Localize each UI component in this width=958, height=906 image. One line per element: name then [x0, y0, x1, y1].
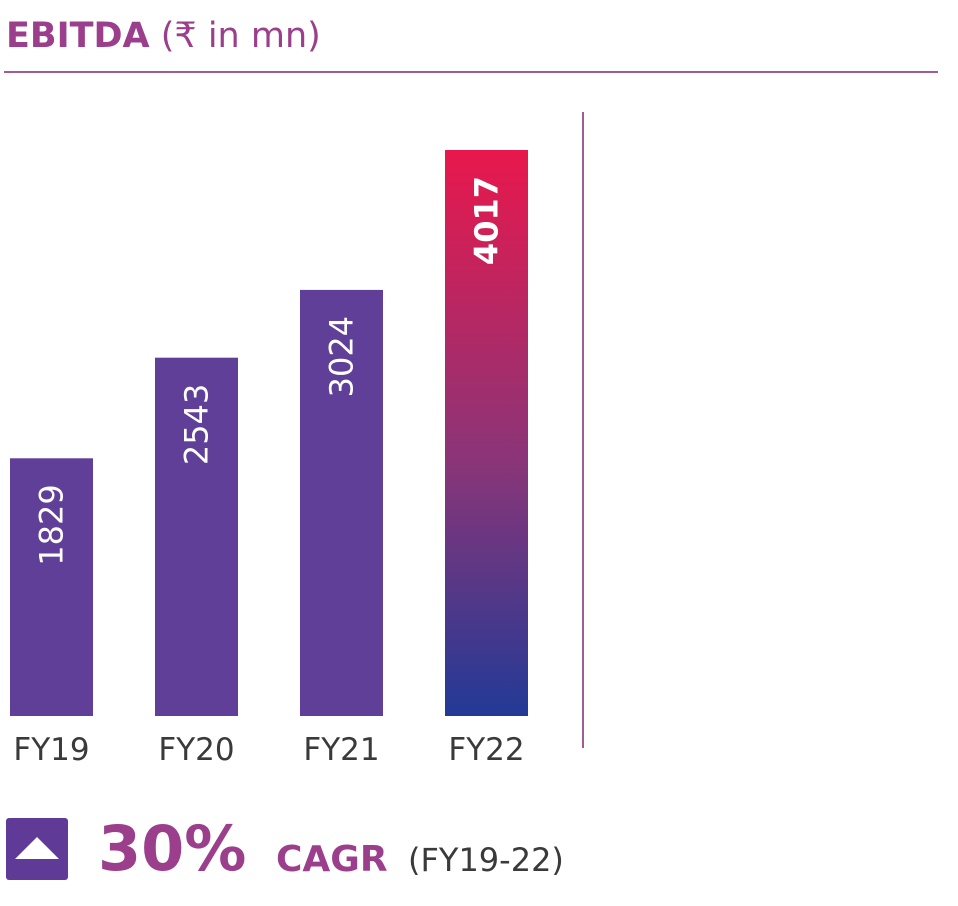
bar-fy20	[155, 357, 238, 716]
cagr-percent: 30%	[98, 812, 247, 885]
chart-title: EBITDA (₹ in mn)	[6, 16, 321, 56]
bar-fy19	[10, 458, 93, 716]
chart-title-unit: (₹ in mn)	[160, 16, 321, 56]
bar-value-label: 2543	[178, 384, 216, 465]
title-divider	[4, 71, 938, 73]
bar-value-label: 1829	[33, 484, 71, 565]
x-tick-label: FY20	[158, 732, 234, 768]
triangle-up-icon	[6, 818, 68, 880]
cagr-period: (FY19-22)	[408, 841, 564, 879]
x-tick-label: FY19	[13, 732, 89, 768]
chart-right-divider	[582, 112, 584, 748]
bar-fy21	[300, 289, 383, 716]
x-tick-label: FY22	[448, 732, 524, 768]
bar-fy22	[445, 150, 528, 716]
bar-value-label: 4017	[468, 176, 506, 265]
x-tick-label: FY21	[303, 732, 379, 768]
bar-value-label: 3024	[323, 316, 361, 397]
chart-title-metric: EBITDA	[6, 16, 150, 56]
cagr-label: CAGR	[276, 839, 388, 880]
